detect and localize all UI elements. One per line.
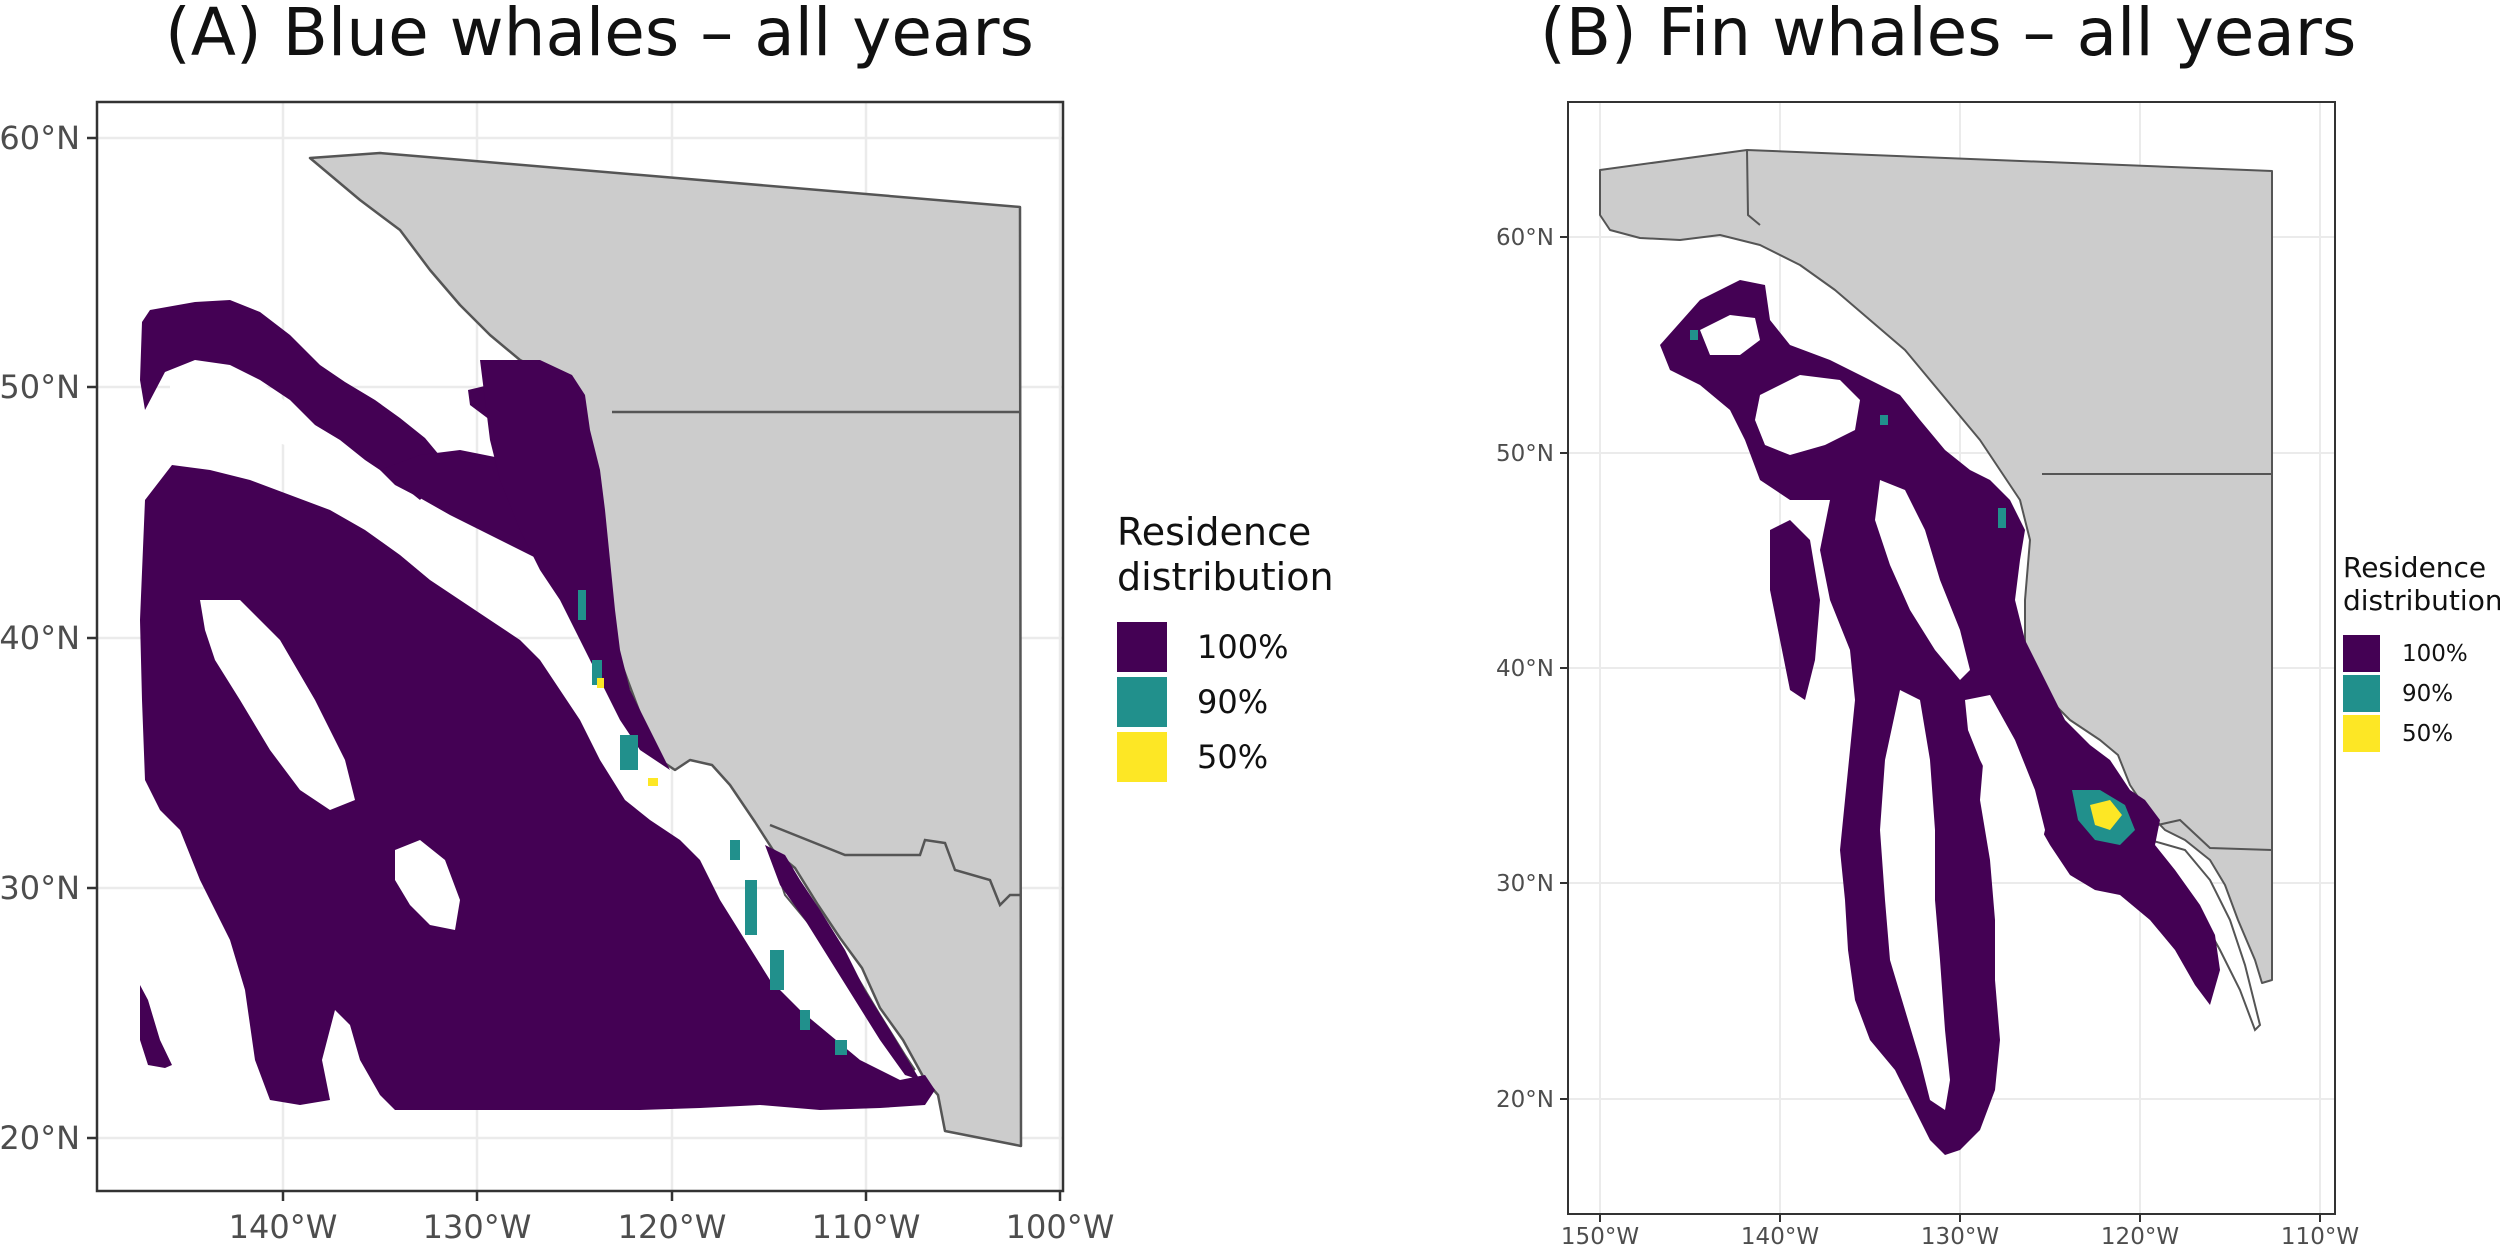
panel-b-ticks <box>1560 236 2321 1222</box>
panel-a-ytick-label: 30°N <box>0 869 80 907</box>
panel-a-xtick-label: 140°W <box>229 1208 338 1246</box>
panel-a-xtick-label: 130°W <box>423 1208 532 1246</box>
panel-b-legend: Residence distribution 100% 90% 50% <box>2343 551 2500 752</box>
legend-swatch-50 <box>2343 715 2380 752</box>
legend-item-50: 50% <box>2343 715 2453 752</box>
panel-b-xtick-label: 150°W <box>1561 1224 1639 1246</box>
legend-item-90: 90% <box>1117 677 1268 727</box>
legend-label-100: 100% <box>1197 628 1289 666</box>
legend-item-100: 100% <box>1117 622 1288 672</box>
panel-b-residence-50 <box>2090 800 2122 830</box>
panel-b-gaps <box>1700 315 2045 1110</box>
panel-a-residence-100 <box>140 300 935 1110</box>
panel-a-ticks <box>87 136 1062 1201</box>
panel-b-ytick-label: 60°N <box>1496 225 1554 251</box>
panel-a-xtick-label: 100°W <box>1006 1208 1115 1246</box>
panel-b-xtick-label: 110°W <box>2281 1224 2359 1246</box>
panel-b-title: (B) Fin whales – all years <box>1540 0 2357 71</box>
panel-b-canada-alaska-border <box>1746 149 1761 226</box>
legend-swatch-90 <box>2343 675 2380 712</box>
legend-item-90: 90% <box>2343 675 2453 712</box>
panel-b-map: 150°W 140°W 130°W 120°W 110°W 60°N 50°N … <box>1496 101 2359 1246</box>
panel-a-title: (A) Blue whales – all years <box>165 0 1034 71</box>
panel-a-ytick-label: 60°N <box>0 119 80 157</box>
legend-label-90: 90% <box>1197 683 1269 721</box>
panel-a-gaps <box>170 362 460 930</box>
legend-label-100: 100% <box>2402 640 2468 667</box>
panel-b-ytick-label: 40°N <box>1496 656 1554 682</box>
legend-item-100: 100% <box>2343 635 2468 672</box>
legend-item-50: 50% <box>1117 732 1268 782</box>
panel-a-xtick-label: 120°W <box>618 1208 727 1246</box>
panel-a-ytick-label: 50°N <box>0 368 80 406</box>
legend-label-50: 50% <box>2402 720 2454 747</box>
legend-title-line1: Residence <box>2343 551 2487 584</box>
panel-a-us-mexico-border <box>769 823 1021 908</box>
panel-a-residence-50 <box>597 678 658 786</box>
panel-a-xtick-label: 110°W <box>812 1208 921 1246</box>
panel-b-ytick-label: 20°N <box>1496 1087 1554 1113</box>
panel-b-xtick-label: 120°W <box>2101 1224 2179 1246</box>
panel-b-land <box>1599 149 2273 984</box>
panel-a-legend: Residence distribution 100% 90% 50% <box>1117 510 1334 782</box>
panel-a-ytick-label: 40°N <box>0 619 80 657</box>
panel-b-residence-100 <box>1660 280 2220 1155</box>
panel-b-xtick-label: 130°W <box>1921 1224 1999 1246</box>
panel-a-map: 140°W 130°W 120°W 110°W 100°W 60°N 50°N … <box>0 100 1115 1246</box>
legend-swatch-50 <box>1117 732 1167 782</box>
panel-b-border <box>1567 101 2336 1215</box>
panel-b-ytick-label: 30°N <box>1496 871 1554 897</box>
legend-swatch-100 <box>2343 635 2380 672</box>
panel-a-residence-90 <box>578 590 847 1055</box>
panel-a-border <box>95 100 1065 1193</box>
legend-title-line2: distribution <box>2343 584 2500 618</box>
legend-swatch-90 <box>1117 677 1167 727</box>
legend-swatch-100 <box>1117 622 1167 672</box>
legend-title-line2: distribution <box>1117 554 1334 599</box>
legend-title-line1: Residence <box>1117 510 1312 554</box>
panel-a-ytick-label: 20°N <box>0 1119 80 1157</box>
legend-label-50: 50% <box>1197 738 1269 776</box>
panel-b-ytick-label: 50°N <box>1496 441 1554 467</box>
legend-label-90: 90% <box>2402 680 2454 707</box>
panel-b-xtick-label: 140°W <box>1741 1224 1819 1246</box>
